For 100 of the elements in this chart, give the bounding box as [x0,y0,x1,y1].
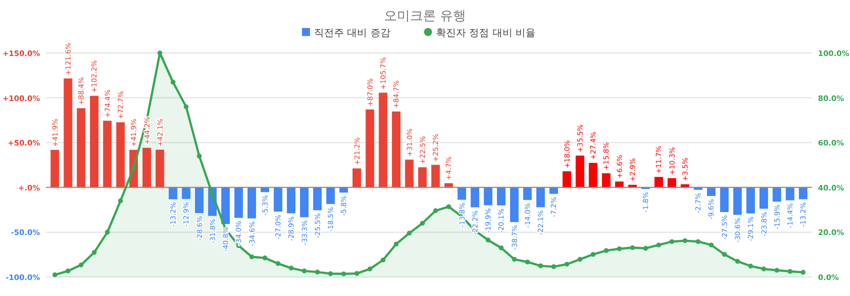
point [735,258,740,264]
chart-title: 오미크론 유행 [384,9,466,24]
point [669,239,674,244]
bar [248,187,256,218]
point [315,270,320,274]
bar [286,187,296,214]
bar [392,112,400,188]
point [656,242,662,248]
point [696,239,701,244]
bar [549,187,558,194]
point [604,248,609,253]
bar [221,187,230,224]
bar [64,78,72,188]
bar [352,168,362,188]
bar [720,187,729,212]
point [184,104,189,110]
point [722,252,727,257]
point [157,50,162,56]
point [302,268,307,274]
point [761,266,766,272]
point [525,260,530,264]
bar [706,187,716,196]
bar [378,92,388,188]
point [78,262,84,268]
point [420,220,425,226]
point [262,256,268,260]
point [643,246,648,251]
point [498,245,504,250]
point [196,154,202,158]
bar [142,148,152,188]
bar [195,187,204,214]
point [433,208,438,214]
bar [458,187,466,200]
point [341,271,346,276]
bar [562,171,572,188]
bar [798,187,808,200]
bar [496,187,506,206]
point [486,238,490,242]
point [446,204,452,210]
point [210,192,215,197]
legend-label: 확진자 정점 대비 비율 [436,28,536,39]
bar [103,120,112,188]
point [328,271,333,276]
point [551,264,556,270]
bar [326,187,335,204]
bar [156,150,164,188]
point [394,242,399,246]
bar [90,96,99,188]
bar [300,187,309,218]
point [590,252,596,257]
bar [668,178,676,188]
point [249,254,254,260]
bar [733,187,742,215]
bar [366,109,374,188]
bar [746,187,755,214]
bar [50,150,60,188]
point [276,261,280,266]
point [368,266,372,272]
bar [576,156,584,188]
bar [588,162,598,188]
point [288,266,294,270]
point [630,245,635,250]
bar [786,187,794,200]
point [774,268,780,273]
point [538,263,543,268]
point [52,272,58,278]
point [118,198,123,204]
bar [536,187,545,208]
point [380,258,386,262]
point [66,268,70,274]
point [354,271,360,276]
bar [615,181,624,188]
bar [602,173,610,188]
point [800,270,806,275]
bar [510,187,519,222]
point [92,250,97,255]
bar [772,187,782,202]
point [131,166,136,170]
bar [313,187,322,210]
bar [168,187,178,200]
bar [405,160,414,188]
point [788,269,792,274]
point [104,230,110,235]
bar [418,167,427,188]
bar [116,122,125,188]
point [170,80,176,85]
point [708,242,714,248]
point [578,256,582,262]
point [748,264,754,268]
bar [234,187,243,218]
point [616,246,622,252]
bar [76,108,86,188]
bar [274,187,282,212]
point [512,256,517,262]
bar [444,183,453,188]
point [682,238,688,244]
point [406,230,412,236]
bar [484,187,492,206]
bar [523,187,532,200]
point [564,262,570,267]
